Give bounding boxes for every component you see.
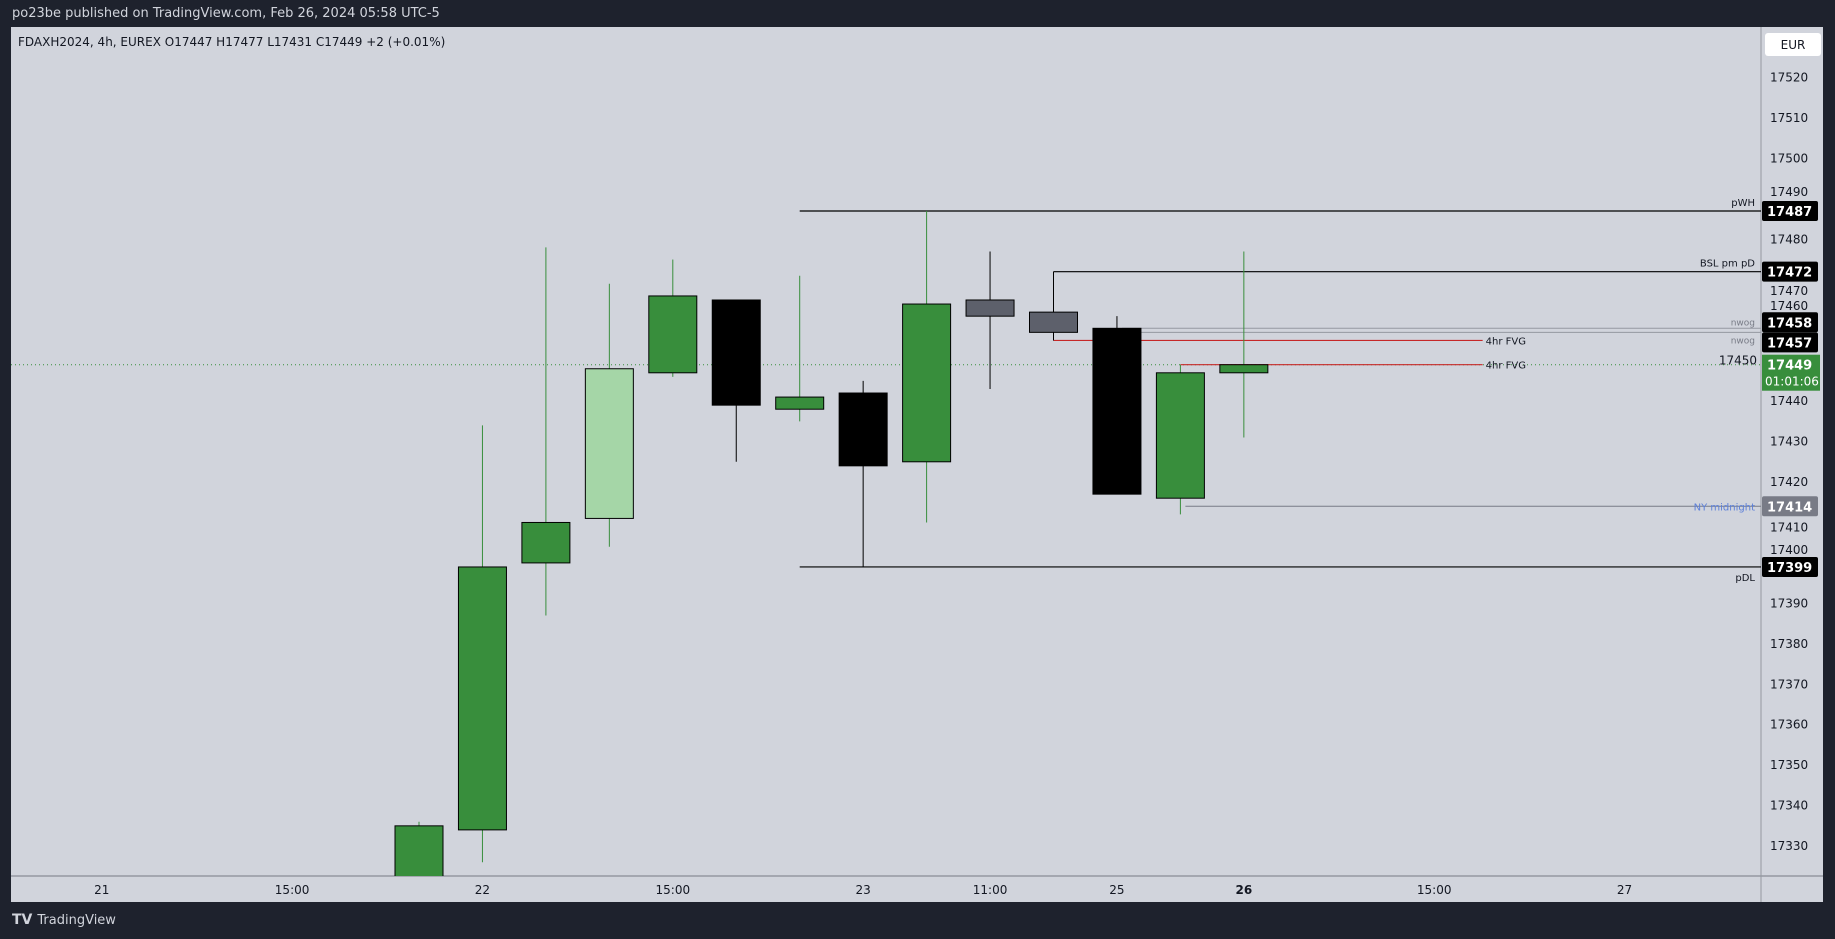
price-tag-17458-bg	[1762, 312, 1818, 333]
price-tick-label: 17420	[1770, 475, 1808, 489]
tradingview-logo: TV TradingView	[12, 912, 116, 928]
level-label: nwog	[1731, 336, 1755, 346]
price-tag-17457-bg	[1762, 332, 1818, 353]
last-price-tag: 17449	[1767, 359, 1812, 374]
candle-body[interactable]	[902, 303, 952, 463]
candle-body[interactable]	[1092, 327, 1142, 495]
candle-body[interactable]	[1029, 311, 1078, 333]
price-tag-17472: 17472	[1767, 266, 1812, 281]
price-tick-label: 17500	[1770, 151, 1808, 165]
bar-countdown: 01:01:06	[1765, 375, 1819, 389]
time-tick-label: 25	[1109, 883, 1124, 897]
level-label: BSL pm pD	[1700, 259, 1755, 270]
time-tick-label: 22	[475, 883, 490, 897]
time-tick-label: 27	[1617, 883, 1632, 897]
candle-body[interactable]	[1155, 372, 1205, 499]
price-tag-17487-bg	[1762, 201, 1818, 221]
currency-button[interactable]: EUR	[1765, 33, 1821, 56]
candle-body[interactable]	[521, 521, 571, 564]
price-tag-17414-bg	[1762, 496, 1818, 517]
fvg-label: 4hr FVG	[1486, 361, 1526, 372]
price-tick-label: 17380	[1770, 637, 1808, 651]
price-tick-label: 17400	[1770, 543, 1808, 557]
price-tick-label: 17390	[1770, 596, 1808, 610]
price-tag-17414: 17414	[1767, 500, 1812, 515]
price-tick-label: 17480	[1770, 232, 1808, 246]
price-tick-label: 17410	[1770, 520, 1808, 534]
footer-brand: TradingView	[37, 912, 116, 928]
price-tick-label: 17450	[1719, 354, 1757, 368]
fvg-label: 4hr FVG	[1486, 336, 1526, 347]
symbol-legend: FDAXH2024, 4h, EUREX O17447 H17477 L1743…	[18, 35, 446, 49]
time-tick-label: 15:00	[275, 883, 310, 897]
time-tick-label: 15:00	[656, 883, 691, 897]
price-tick-label: 17490	[1770, 185, 1808, 199]
price-tick-label: 17510	[1770, 111, 1808, 125]
price-tick-label: 17340	[1770, 799, 1808, 813]
candle-body[interactable]	[648, 295, 698, 374]
candle-body[interactable]	[838, 392, 888, 467]
price-tick-label: 17470	[1770, 284, 1808, 298]
price-tag-17472-bg	[1762, 261, 1818, 282]
chart-panel[interactable]	[11, 27, 1823, 902]
price-tick-label: 17440	[1770, 394, 1808, 408]
level-label: pWH	[1731, 198, 1755, 209]
candle-body[interactable]	[965, 299, 1015, 317]
price-tag-17399-bg	[1762, 556, 1818, 577]
time-tick-label: 21	[94, 883, 109, 897]
price-tag-17399: 17399	[1767, 561, 1812, 576]
candle-body[interactable]	[394, 825, 444, 879]
candles	[394, 211, 1269, 879]
price-tag-17458: 17458	[1767, 316, 1812, 331]
tv-logo-icon: TV	[12, 912, 33, 928]
price-tick-label: 17520	[1770, 71, 1808, 85]
publish-info: po23be published on TradingView.com, Feb…	[12, 6, 440, 21]
price-tick-label: 17350	[1770, 758, 1808, 772]
price-tick-label: 17460	[1770, 299, 1808, 313]
time-tick-label: 15:00	[1417, 883, 1452, 897]
price-tick-label: 17370	[1770, 677, 1808, 691]
candle-body[interactable]	[775, 396, 825, 410]
time-tick-label: 26	[1235, 883, 1252, 897]
level-label: nwog	[1731, 318, 1755, 328]
level-label: pDL	[1735, 573, 1755, 584]
candle-body[interactable]	[711, 299, 761, 406]
candle-body[interactable]	[584, 368, 634, 519]
price-tick-label: 17330	[1770, 839, 1808, 853]
price-tick-label: 17360	[1770, 718, 1808, 732]
price-tick-label: 17430	[1770, 435, 1808, 449]
time-tick-label: 23	[856, 883, 871, 897]
price-tag-17487: 17487	[1767, 205, 1812, 220]
candle-body[interactable]	[1219, 364, 1269, 374]
level-label: NY midnight	[1694, 502, 1755, 513]
candle-body[interactable]	[457, 566, 507, 831]
last-price-tag-bg	[1762, 354, 1820, 391]
price-tag-17457: 17457	[1767, 336, 1812, 351]
time-tick-label: 11:00	[973, 883, 1008, 897]
